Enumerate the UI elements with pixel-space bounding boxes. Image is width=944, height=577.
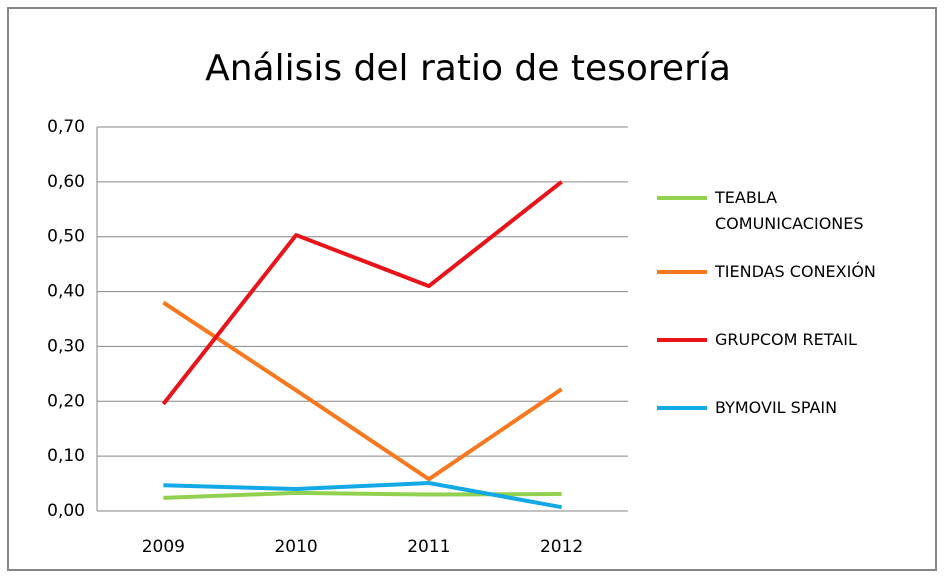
legend-label: TEABLA COMUNICACIONES xyxy=(715,188,864,233)
line-series xyxy=(163,481,562,510)
x-tick-label: 2010 xyxy=(274,537,317,557)
line-series xyxy=(162,300,563,482)
y-tick-label: 0,10 xyxy=(47,446,85,466)
legend-swatch xyxy=(657,405,707,410)
line-series xyxy=(161,180,563,406)
legend-swatch xyxy=(657,196,707,200)
y-tick-label: 0,60 xyxy=(47,172,85,192)
y-tick-label: 0,70 xyxy=(47,117,85,137)
y-tick-label: 0,30 xyxy=(47,336,85,356)
chart-border xyxy=(7,7,937,571)
legend-swatch xyxy=(657,270,707,275)
legend-item: GRUPCOM RETAIL xyxy=(657,327,937,353)
x-tick-label: 2009 xyxy=(142,537,185,557)
legend-item: BYMOVIL SPAIN xyxy=(657,395,937,421)
y-tick-label: 0,40 xyxy=(47,282,85,302)
legend-label: TIENDAS CONEXIÓN xyxy=(715,262,876,282)
legend: TEABLA COMUNICACIONES TIENDAS CONEXIÓN GRU… xyxy=(657,185,937,421)
legend-item: TEABLA COMUNICACIONES xyxy=(657,185,937,237)
legend-item: TIENDAS CONEXIÓN xyxy=(657,259,937,285)
x-tick-label: 2012 xyxy=(540,537,583,557)
legend-label: BYMOVIL SPAIN xyxy=(715,397,838,417)
y-tick-label: 0,00 xyxy=(47,501,85,521)
legend-swatch xyxy=(657,337,707,342)
legend-label: GRUPCOM RETAIL xyxy=(715,329,857,349)
chart-title: Análisis del ratio de tesorería xyxy=(205,48,731,89)
y-tick-label: 0,50 xyxy=(47,227,85,247)
x-tick-label: 2011 xyxy=(407,537,450,557)
y-tick-label: 0,20 xyxy=(47,391,85,411)
